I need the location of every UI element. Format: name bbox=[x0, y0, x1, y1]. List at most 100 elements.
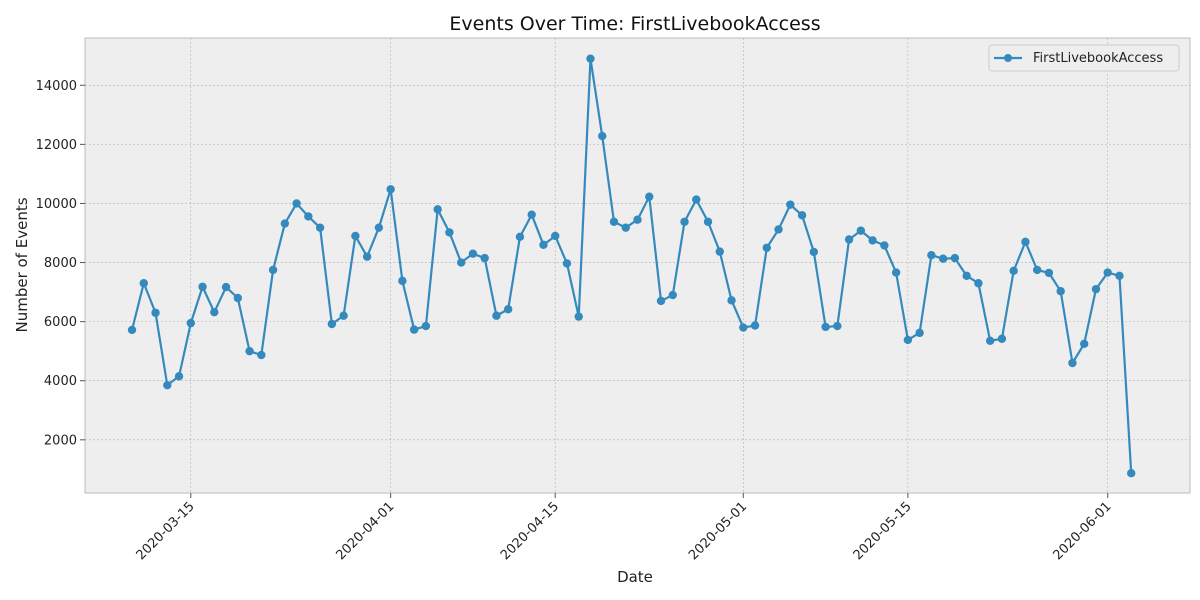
data-point bbox=[786, 200, 795, 209]
legend: FirstLivebookAccess bbox=[988, 44, 1180, 72]
data-point bbox=[645, 192, 654, 201]
data-point bbox=[962, 271, 971, 281]
data-point bbox=[1103, 268, 1112, 277]
y-axis-label: Number of Events bbox=[13, 197, 31, 332]
data-point bbox=[974, 279, 983, 288]
data-point bbox=[503, 305, 513, 314]
data-point bbox=[409, 325, 419, 334]
data-point bbox=[1091, 284, 1101, 294]
data-point bbox=[127, 325, 137, 335]
data-point bbox=[656, 296, 666, 306]
data-point bbox=[233, 293, 243, 303]
data-point bbox=[515, 232, 525, 242]
data-point bbox=[844, 235, 854, 244]
data-point bbox=[386, 185, 395, 194]
data-point bbox=[1044, 268, 1054, 278]
legend-label: FirstLivebookAccess bbox=[1033, 51, 1163, 66]
data-point bbox=[927, 250, 936, 260]
data-point bbox=[268, 265, 278, 275]
data-point bbox=[551, 231, 560, 241]
y-tick-label: 6000 bbox=[44, 315, 77, 330]
data-point bbox=[1021, 237, 1030, 247]
data-point bbox=[339, 311, 348, 320]
y-tick-label: 10000 bbox=[36, 197, 77, 212]
plot-area bbox=[84, 37, 1191, 494]
data-point bbox=[245, 346, 254, 356]
data-point bbox=[950, 253, 960, 263]
data-point bbox=[997, 334, 1007, 343]
y-tick-label: 2000 bbox=[44, 433, 77, 448]
y-tick-label: 12000 bbox=[36, 138, 77, 153]
series-layer bbox=[127, 54, 1136, 478]
data-point bbox=[374, 223, 384, 232]
data-point bbox=[762, 243, 772, 252]
legend-box bbox=[988, 44, 1180, 72]
data-point bbox=[421, 321, 431, 331]
data-point bbox=[703, 217, 713, 226]
data-point bbox=[903, 335, 913, 345]
data-point bbox=[868, 236, 877, 245]
data-point bbox=[174, 372, 184, 381]
grid-lines bbox=[85, 38, 1190, 493]
data-point bbox=[985, 336, 995, 346]
data-point bbox=[198, 282, 207, 291]
data-point bbox=[586, 54, 595, 63]
data-point bbox=[856, 226, 866, 235]
data-point bbox=[151, 308, 160, 317]
data-point bbox=[315, 223, 325, 232]
data-point bbox=[750, 321, 760, 330]
data-point bbox=[398, 276, 407, 286]
data-point bbox=[739, 323, 748, 332]
data-point bbox=[433, 205, 442, 214]
data-point bbox=[456, 258, 466, 267]
data-point bbox=[1032, 265, 1042, 275]
data-point bbox=[938, 254, 948, 263]
data-point bbox=[139, 279, 148, 288]
data-point bbox=[221, 282, 231, 292]
data-point bbox=[727, 296, 736, 305]
data-point bbox=[797, 211, 807, 220]
data-point bbox=[633, 215, 642, 224]
data-point bbox=[280, 219, 290, 228]
data-point bbox=[210, 307, 219, 317]
data-point bbox=[1127, 469, 1136, 478]
data-point bbox=[598, 131, 607, 141]
data-point bbox=[668, 290, 677, 300]
data-point bbox=[362, 252, 372, 261]
y-tick-label: 4000 bbox=[44, 374, 77, 389]
y-tick-label: 14000 bbox=[36, 79, 77, 94]
data-point bbox=[774, 225, 783, 234]
data-point bbox=[562, 259, 572, 268]
data-point bbox=[186, 318, 195, 328]
data-point bbox=[1080, 339, 1089, 348]
data-point bbox=[880, 241, 889, 250]
x-axis-label: Date bbox=[617, 568, 653, 586]
data-point bbox=[715, 247, 724, 256]
data-point bbox=[351, 231, 360, 241]
data-point bbox=[621, 223, 630, 232]
data-point bbox=[1115, 271, 1124, 281]
data-point bbox=[527, 210, 536, 219]
data-point bbox=[680, 217, 689, 226]
legend-marker-swatch bbox=[1004, 54, 1012, 62]
data-point bbox=[1056, 287, 1065, 296]
data-point bbox=[915, 328, 924, 338]
chart-title: Events Over Time: FirstLivebookAccess bbox=[449, 13, 820, 35]
data-point bbox=[163, 380, 172, 390]
data-point bbox=[292, 199, 301, 208]
data-point bbox=[809, 247, 819, 257]
data-point bbox=[480, 253, 489, 263]
data-point bbox=[492, 311, 501, 320]
data-point bbox=[445, 228, 454, 237]
y-axis-ticks: 2000 4000 6000 8000 10000 12000 14000 bbox=[36, 79, 85, 448]
data-point bbox=[327, 319, 337, 329]
data-point bbox=[833, 321, 842, 331]
data-point bbox=[891, 268, 901, 277]
data-point bbox=[821, 322, 830, 332]
data-point bbox=[574, 312, 583, 321]
data-point bbox=[609, 217, 619, 226]
data-point bbox=[539, 240, 548, 250]
data-point bbox=[1068, 358, 1077, 368]
data-point bbox=[1009, 266, 1018, 276]
